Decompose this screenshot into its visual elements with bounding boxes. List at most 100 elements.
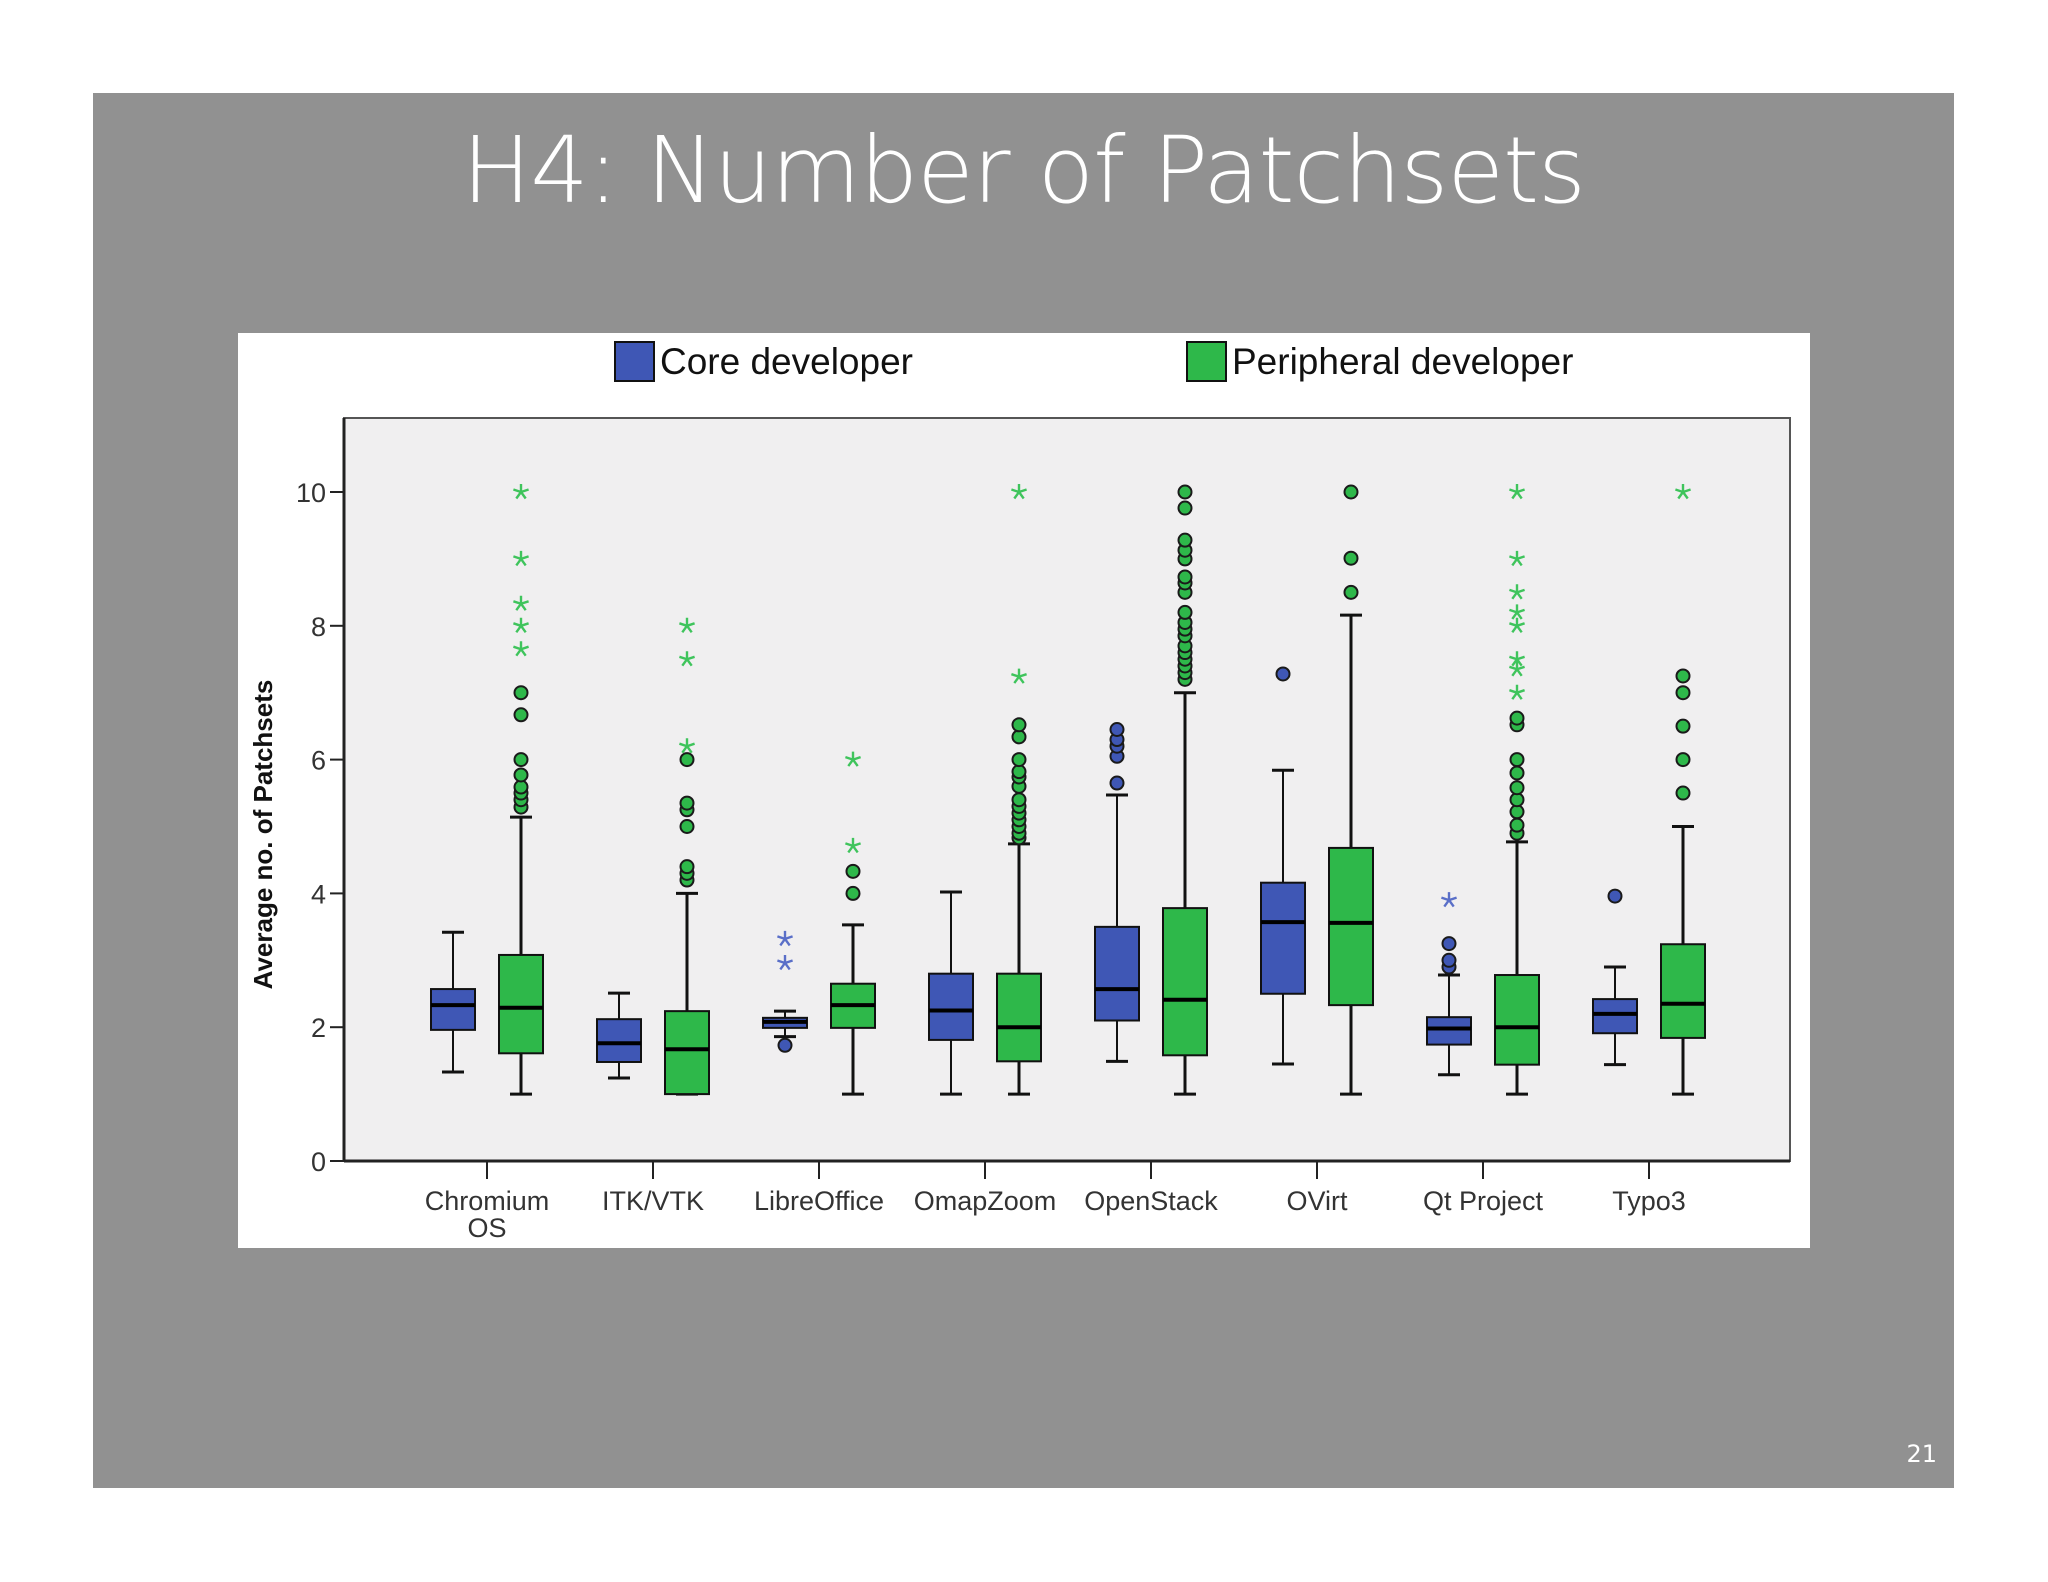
- outlier-circle-marker: [1607, 888, 1623, 904]
- y-tick-label: 0: [311, 1147, 326, 1177]
- outlier-circle-marker: [1177, 604, 1193, 620]
- box: [430, 988, 476, 1031]
- extreme-star-marker: [513, 595, 529, 611]
- y-tick-label: 8: [311, 612, 326, 642]
- outlier-circle-marker: [513, 707, 529, 723]
- outlier-circle-marker: [1509, 765, 1525, 781]
- extreme-star-marker: [1011, 484, 1027, 500]
- extreme-star-marker: [1509, 661, 1525, 677]
- outlier-circle-marker: [1011, 717, 1027, 733]
- box: [1260, 881, 1306, 995]
- outlier-circle-marker: [1509, 752, 1525, 768]
- outlier-circle-marker: [1441, 936, 1457, 952]
- extreme-star-marker: [679, 617, 695, 634]
- x-tick-label: OpenStack: [1084, 1186, 1218, 1216]
- extreme-star-marker: [513, 484, 529, 500]
- outlier-circle-marker: [679, 795, 695, 811]
- outlier-circle-marker: [1109, 721, 1125, 737]
- y-tick-label: 6: [311, 746, 326, 776]
- slide: H4: Number of Patchsets Core developer Pe…: [93, 93, 1954, 1488]
- legend-core-swatch: [614, 341, 655, 382]
- extreme-star-marker: [1509, 584, 1525, 600]
- extreme-star-marker: [513, 641, 529, 657]
- extreme-star-marker: [513, 617, 529, 634]
- y-tick-label: 4: [311, 879, 326, 909]
- extreme-star-marker: [513, 550, 529, 567]
- box: [1592, 998, 1638, 1035]
- x-tick-label: LibreOffice: [754, 1186, 884, 1216]
- extreme-star-marker: [1509, 617, 1525, 634]
- boxplot-chart: Core developer Peripheral developer 0 2 4 6 8 1…: [248, 341, 1791, 1243]
- outlier-circle-marker: [777, 1037, 793, 1053]
- extreme-star-marker: [1509, 484, 1525, 500]
- outlier-circle-marker: [845, 863, 861, 879]
- extreme-star-marker: [679, 738, 695, 754]
- extreme-star-marker: [1509, 550, 1525, 567]
- extreme-star-marker: [1011, 668, 1027, 684]
- outlier-circle-marker: [1675, 685, 1691, 701]
- outlier-circle-marker: [1109, 775, 1125, 791]
- x-tick-label: Typo3: [1612, 1186, 1686, 1216]
- box: [1494, 974, 1540, 1066]
- extreme-star-marker: [1509, 684, 1525, 700]
- box: [928, 972, 974, 1041]
- outlier-circle-marker: [1177, 532, 1193, 548]
- x-tick-label: OS: [467, 1213, 506, 1243]
- outlier-circle-marker: [513, 685, 529, 701]
- box: [1094, 925, 1140, 1022]
- outlier-circle-marker: [513, 752, 529, 768]
- outlier-circle-marker: [1675, 785, 1691, 801]
- box: [498, 953, 544, 1055]
- x-tick-label: Chromium: [425, 1186, 550, 1216]
- box: [596, 1018, 642, 1063]
- extreme-star-marker: [1675, 484, 1691, 500]
- outlier-circle-marker: [1675, 752, 1691, 768]
- outlier-circle-marker: [1275, 666, 1291, 682]
- box: [996, 972, 1042, 1063]
- outlier-circle-marker: [679, 752, 695, 768]
- extreme-star-marker: [845, 751, 861, 767]
- x-tick-label: ITK/VTK: [602, 1186, 704, 1216]
- legend-core-label: Core developer: [660, 341, 913, 382]
- extreme-star-marker: [777, 930, 793, 947]
- outlier-circle-marker: [679, 859, 695, 875]
- outlier-circle-marker: [1343, 550, 1359, 566]
- outlier-circle-marker: [845, 885, 861, 901]
- x-tick-label: OmapZoom: [914, 1186, 1057, 1216]
- outlier-circle-marker: [1343, 584, 1359, 600]
- extreme-star-marker: [845, 837, 861, 854]
- legend-peripheral-swatch: [1186, 341, 1227, 382]
- outlier-circle-marker: [1509, 780, 1525, 796]
- outlier-circle-marker: [1675, 718, 1691, 734]
- outlier-circle-marker: [1509, 710, 1525, 726]
- extreme-star-marker: [1441, 892, 1457, 908]
- slide-number: 21: [1906, 1440, 1937, 1468]
- y-tick-label: 10: [296, 478, 326, 508]
- plot-area: [343, 417, 1791, 1162]
- box: [1328, 846, 1374, 1007]
- extreme-star-marker: [1509, 604, 1525, 620]
- outlier-circle-marker: [1177, 569, 1193, 585]
- box: [1426, 1016, 1472, 1046]
- outlier-circle-marker: [1675, 668, 1691, 684]
- extreme-star-marker: [679, 651, 695, 667]
- extreme-star-marker: [777, 955, 793, 971]
- outlier-circle-marker: [1441, 952, 1457, 968]
- outlier-circle-marker: [1011, 792, 1027, 808]
- slide-title: H4: Number of Patchsets: [462, 117, 1586, 224]
- box: [1660, 943, 1706, 1039]
- outlier-circle-marker: [1177, 484, 1193, 500]
- y-tick-label: 2: [311, 1013, 326, 1043]
- x-tick-label: Qt Project: [1423, 1186, 1544, 1216]
- x-tick-label: OVirt: [1286, 1186, 1348, 1216]
- outlier-circle-marker: [679, 819, 695, 834]
- outlier-circle-marker: [1011, 752, 1027, 768]
- box: [1162, 907, 1208, 1057]
- outlier-circle-marker: [1343, 484, 1359, 500]
- y-axis-label: Average no. of Patchsets: [248, 680, 278, 990]
- box: [664, 1010, 710, 1096]
- outlier-circle-marker: [513, 767, 529, 783]
- legend-peripheral-label: Peripheral developer: [1232, 341, 1573, 382]
- extreme-star-marker: [1509, 651, 1525, 667]
- outlier-circle-marker: [1177, 500, 1193, 516]
